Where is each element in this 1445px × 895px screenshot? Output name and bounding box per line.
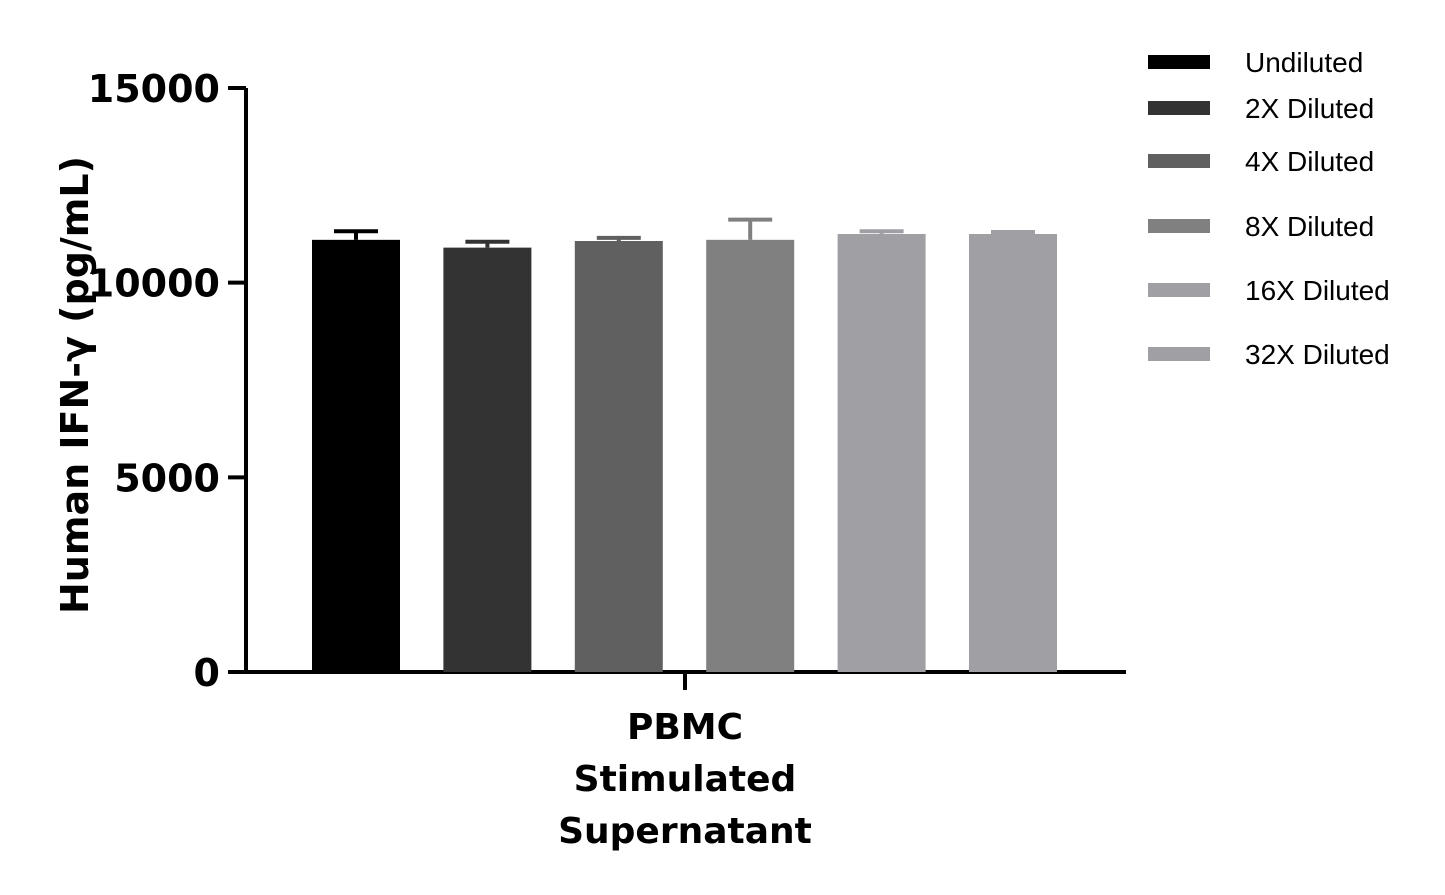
y-tick-label: 0 (194, 651, 220, 695)
legend-swatch (1148, 55, 1210, 69)
category-label-line: PBMC (627, 707, 743, 748)
bars (312, 234, 1057, 673)
legend-swatch (1148, 347, 1210, 361)
legend-label: Undiluted (1245, 47, 1363, 78)
bar-2x-diluted (443, 247, 532, 673)
category-label-line: Supernatant (558, 811, 812, 852)
y-axis-title: Human IFN-γ (pg/mL) (53, 156, 97, 614)
y-tick-label: 10000 (88, 262, 220, 306)
legend-swatch (1148, 154, 1210, 168)
y-ticks: 0 5000 10000 15000 (88, 67, 246, 695)
category-label: PBMC Stimulated Supernatant (558, 707, 812, 852)
y-tick-label: 15000 (88, 67, 220, 111)
legend-label: 32X Diluted (1245, 339, 1390, 370)
bar-8x-diluted (706, 239, 795, 672)
legend-label: 2X Diluted (1245, 93, 1374, 124)
legend-swatch (1148, 219, 1210, 233)
legend-label: 8X Diluted (1245, 211, 1374, 242)
bar-32x-diluted (969, 234, 1057, 672)
bar-undiluted (312, 239, 400, 672)
y-tick-label: 5000 (114, 456, 220, 500)
legend-swatch (1148, 283, 1210, 297)
legend-swatch (1148, 101, 1210, 115)
error-bars (334, 217, 1035, 248)
legend: Undiluted 2X Diluted 4X Diluted 8X Diluted 1… (1148, 47, 1390, 370)
legend-label: 4X Diluted (1245, 146, 1374, 177)
category-label-line: Stimulated (574, 759, 797, 800)
bar-4x-diluted (574, 241, 663, 672)
legend-label: 16X Diluted (1245, 275, 1390, 306)
bar-16x-diluted (837, 234, 926, 672)
